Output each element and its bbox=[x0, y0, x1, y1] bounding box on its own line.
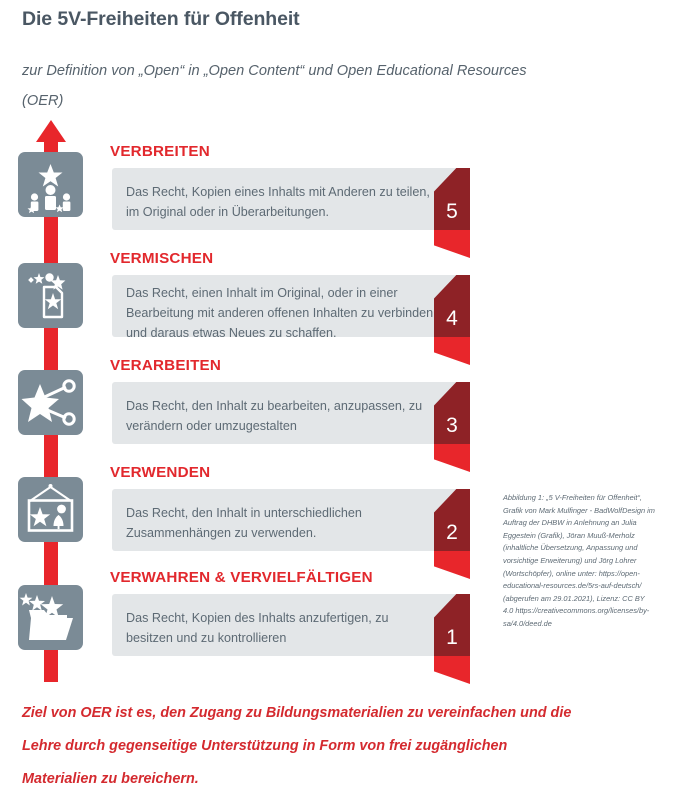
freedom-description-5: Das Recht, Kopien eines Inhalts mit Ande… bbox=[126, 185, 430, 219]
people-star-icon bbox=[18, 152, 83, 217]
freedom-heading-3: VERARBEITEN bbox=[110, 357, 222, 374]
ribbon-tail-icon bbox=[434, 551, 470, 579]
freedom-number-1: 1 bbox=[446, 626, 458, 649]
freedom-ribbon-2: 2 bbox=[434, 489, 470, 579]
ribbon-tail-icon bbox=[434, 656, 470, 684]
freedom-number-3: 3 bbox=[446, 414, 458, 437]
ribbon-tail-icon bbox=[434, 444, 470, 472]
freedom-description-3: Das Recht, den Inhalt zu bearbeiten, anz… bbox=[126, 399, 423, 433]
freedom-card-3: Das Recht, den Inhalt zu bearbeiten, anz… bbox=[112, 382, 470, 444]
freedom-number-2: 2 bbox=[446, 521, 458, 544]
freedom-heading-1: VERWAHREN & VERVIELFÄLTIGEN bbox=[110, 569, 373, 586]
freedom-heading-5: VERBREITEN bbox=[110, 143, 210, 160]
arrow-head-icon bbox=[36, 120, 66, 142]
freedom-number-5: 5 bbox=[446, 200, 458, 223]
freedom-ribbon-5: 5 bbox=[434, 168, 470, 258]
freedom-ribbon-3: 3 bbox=[434, 382, 470, 472]
freedom-description-1: Das Recht, Kopien des Inhalts anzufertig… bbox=[126, 611, 389, 645]
page-subtitle: zur Definition von „Open“ in „Open Conte… bbox=[22, 63, 527, 109]
freedom-heading-4: VERMISCHEN bbox=[110, 250, 214, 267]
freedom-card-5: Das Recht, Kopien eines Inhalts mit Ande… bbox=[112, 168, 470, 230]
footer-statement: Ziel von OER ist es, den Zugang zu Bildu… bbox=[22, 705, 572, 787]
ribbon-tail-icon bbox=[434, 337, 470, 365]
ribbon-tail-icon bbox=[434, 230, 470, 258]
freedom-description-4: Das Recht, einen Inhalt im Original, ode… bbox=[126, 286, 434, 340]
scissors-star-icon bbox=[18, 370, 83, 435]
freedom-number-4: 4 bbox=[446, 307, 458, 330]
freedom-heading-2: VERWENDEN bbox=[110, 464, 211, 481]
freedom-card-1: Das Recht, Kopien des Inhalts anzufertig… bbox=[112, 594, 470, 656]
framed-picture-icon bbox=[18, 477, 83, 542]
freedom-ribbon-1: 1 bbox=[434, 594, 470, 684]
freedom-card-2: Das Recht, den Inhalt in unterschiedlich… bbox=[112, 489, 470, 551]
page-title: Die 5V-Freiheiten für Offenheit bbox=[22, 8, 300, 30]
folder-stars-icon bbox=[18, 585, 83, 650]
figure-caption: Abbildung 1: „5 V-Freiheiten für Offenhe… bbox=[503, 493, 655, 628]
document-sparkle-icon bbox=[18, 263, 83, 328]
freedom-ribbon-4: 4 bbox=[434, 275, 470, 365]
freedom-description-2: Das Recht, den Inhalt in unterschiedlich… bbox=[126, 506, 362, 540]
freedom-card-4: Das Recht, einen Inhalt im Original, ode… bbox=[112, 275, 470, 340]
